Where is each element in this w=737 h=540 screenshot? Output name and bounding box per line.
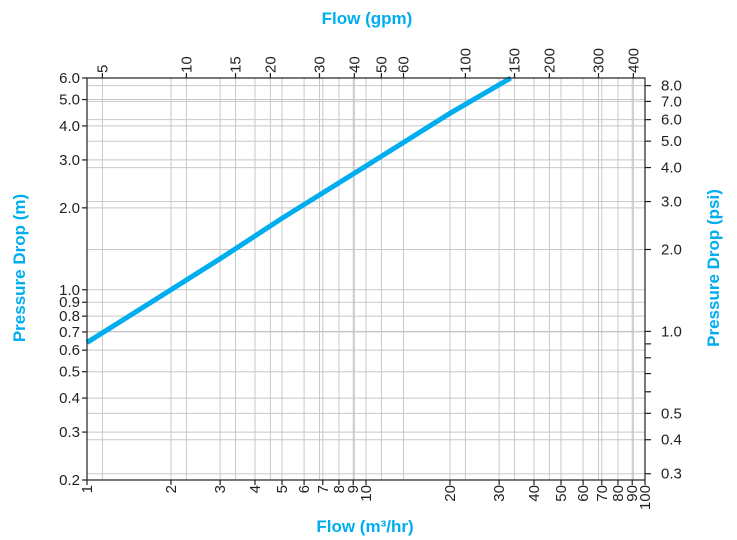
y-right-tick-label: 1.0 [661, 323, 682, 340]
x-top-tick-label: 40 [346, 56, 363, 73]
x-bottom-tick-label: 3 [212, 485, 229, 493]
x-bottom-tick-label: 4 [247, 485, 264, 493]
y-left-tick-label: 3.0 [59, 152, 80, 169]
x-bottom-tick-label: 20 [442, 485, 459, 502]
x-bottom-tick-label: 80 [610, 485, 627, 502]
y-left-tick-label: 6.0 [59, 70, 80, 87]
y-left-tick-label: 1.0 [59, 282, 80, 299]
x-top-tick-label: 60 [396, 56, 413, 73]
x-bottom-tick-label: 50 [553, 485, 570, 502]
x-top-tick-label: 15 [228, 56, 245, 73]
x-top-tick-label: 400 [625, 48, 642, 73]
x-top-tick-label: 150 [507, 48, 524, 73]
x-top-tick-label: 50 [373, 56, 390, 73]
x-bottom-tick-label: 100 [637, 485, 654, 510]
y-left-tick-label: 0.6 [59, 342, 80, 359]
y-axis-right-title: Pressure Drop (psi) [704, 189, 723, 347]
y-left-tick-label: 0.2 [59, 472, 80, 489]
y-left-tick-label: 0.9 [59, 294, 80, 311]
x-top-tick-label: 5 [94, 65, 111, 73]
y-left-tick-label: 0.8 [59, 308, 80, 325]
y-left-tick-label: 5.0 [59, 92, 80, 109]
x-bottom-tick-label: 5 [274, 485, 291, 493]
x-bottom-tick-label: 90 [624, 485, 641, 502]
y-axis-left-title: Pressure Drop (m) [10, 194, 29, 342]
y-right-tick-label: 7.0 [661, 93, 682, 110]
x-top-tick-label: 300 [591, 48, 608, 73]
x-bottom-tick-label: 30 [491, 485, 508, 502]
y-left-tick-label: 0.7 [59, 324, 80, 341]
x-bottom-tick-label: 8 [331, 485, 348, 493]
x-bottom-tick-label: 2 [163, 485, 180, 493]
x-bottom-tick-label: 60 [575, 485, 592, 502]
x-bottom-tick-label: 10 [358, 485, 375, 502]
y-left-tick-label: 2.0 [59, 200, 80, 217]
y-left-tick-label: 0.4 [59, 390, 80, 407]
x-bottom-tick-label: 7 [315, 485, 332, 493]
x-top-tick-label: 200 [541, 48, 558, 73]
y-left-tick-label: 4.0 [59, 118, 80, 135]
y-right-tick-label: 0.5 [661, 405, 682, 422]
pressure-drop-series-line [85, 75, 512, 345]
x-axis-bottom-title: Flow (m³/hr) [316, 517, 413, 536]
x-bottom-tick-label: 6 [296, 485, 313, 493]
x-bottom-tick-label: 9 [345, 485, 362, 493]
y-left-tick-label: 0.5 [59, 364, 80, 381]
x-top-tick-label: 20 [262, 56, 279, 73]
x-top-tick-label: 30 [312, 56, 329, 73]
y-right-tick-label: 2.0 [661, 241, 682, 258]
y-left-tick-label: 0.3 [59, 424, 80, 441]
y-right-tick-label: 0.3 [661, 466, 682, 483]
series-layer [85, 75, 512, 345]
x-bottom-tick-label: 70 [594, 485, 611, 502]
y-right-tick-label: 0.4 [661, 432, 682, 449]
x-bottom-tick-label: 1 [79, 485, 96, 493]
x-bottom-tick-label: 40 [526, 485, 543, 502]
y-right-tick-label: 3.0 [661, 194, 682, 211]
y-right-tick-label: 6.0 [661, 112, 682, 129]
x-axis-top-title: Flow (gpm) [322, 9, 413, 28]
x-top-tick-label: 100 [457, 48, 474, 73]
grid-lines [86, 77, 646, 481]
x-top-tick-label: 10 [178, 56, 195, 73]
tick-marks [82, 73, 651, 485]
y-right-tick-label: 4.0 [661, 160, 682, 177]
y-right-tick-label: 8.0 [661, 78, 682, 95]
y-right-tick-label: 5.0 [661, 133, 682, 150]
